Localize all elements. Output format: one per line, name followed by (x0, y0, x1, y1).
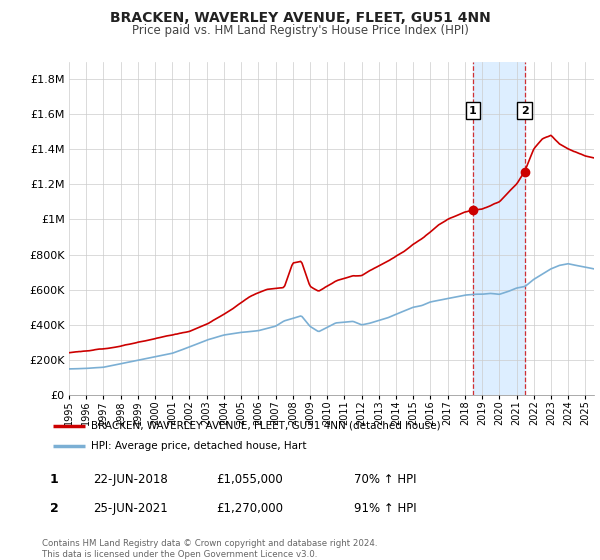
Text: 91% ↑ HPI: 91% ↑ HPI (354, 502, 416, 515)
Text: Contains HM Land Registry data © Crown copyright and database right 2024.
This d: Contains HM Land Registry data © Crown c… (42, 539, 377, 559)
Text: 2: 2 (50, 502, 58, 515)
Text: BRACKEN, WAVERLEY AVENUE, FLEET, GU51 4NN: BRACKEN, WAVERLEY AVENUE, FLEET, GU51 4N… (110, 11, 490, 25)
Bar (473, 62, 524, 395)
Text: BRACKEN, WAVERLEY AVENUE, FLEET, GU51 4NN (detached house): BRACKEN, WAVERLEY AVENUE, FLEET, GU51 4N… (91, 421, 440, 431)
Text: £1,055,000: £1,055,000 (216, 473, 283, 486)
Text: 2: 2 (521, 106, 529, 116)
Text: 25-JUN-2021: 25-JUN-2021 (93, 502, 168, 515)
Text: Price paid vs. HM Land Registry's House Price Index (HPI): Price paid vs. HM Land Registry's House … (131, 24, 469, 36)
Text: 22-JUN-2018: 22-JUN-2018 (93, 473, 168, 486)
Text: 70% ↑ HPI: 70% ↑ HPI (354, 473, 416, 486)
Text: HPI: Average price, detached house, Hart: HPI: Average price, detached house, Hart (91, 441, 306, 451)
Text: 1: 1 (50, 473, 58, 486)
Text: £1,270,000: £1,270,000 (216, 502, 283, 515)
Text: 1: 1 (469, 106, 477, 116)
